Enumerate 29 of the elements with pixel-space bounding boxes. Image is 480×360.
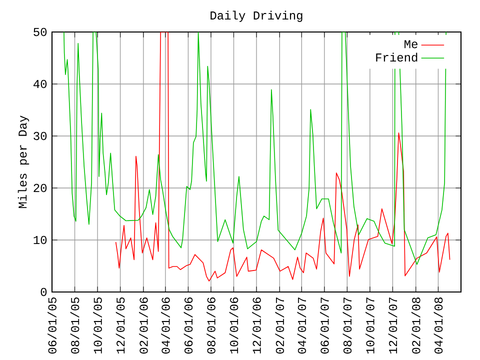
x-tick-label: 04/01/06: [161, 297, 170, 354]
legend-label: Friend: [376, 52, 418, 62]
x-tick-label: 12/01/06: [252, 297, 261, 354]
x-tick-label: 12/01/05: [116, 297, 125, 354]
y-tick-label: 30: [34, 132, 47, 140]
x-tick-label: 02/01/06: [139, 297, 148, 354]
x-tick-label: 10/01/06: [229, 297, 238, 354]
y-tick-label: 40: [34, 80, 47, 88]
x-tick-label: 06/01/06: [184, 297, 193, 354]
y-tick-label: 0: [40, 288, 47, 296]
x-tick-label: 12/01/07: [388, 298, 398, 354]
x-tick-label: 08/01/07: [342, 298, 352, 354]
x-tick-label: 02/01/08: [411, 297, 420, 354]
x-tick-label: 10/01/05: [93, 297, 102, 354]
x-tick-label: 02/01/07: [275, 298, 284, 354]
y-tick-label: 10: [34, 236, 47, 244]
y-tick-label: 20: [34, 184, 47, 192]
y-axis-title: Miles per Day: [18, 116, 30, 208]
x-tick-label: 04/01/08: [434, 297, 443, 354]
x-tick-label: 08/01/06: [206, 297, 216, 354]
legend-label: Me: [404, 40, 418, 48]
x-tick-label: 06/01/05: [48, 297, 56, 354]
line-series: [115, 32, 450, 282]
y-tick-label: 50: [34, 28, 47, 36]
x-tick-label: 08/01/05: [70, 297, 80, 354]
chart-title: Daily Driving: [210, 10, 302, 22]
x-tick-label: 06/01/07: [320, 298, 329, 354]
x-tick-label: 10/01/07: [366, 298, 374, 354]
x-tick-label: 04/01/07: [297, 298, 306, 354]
